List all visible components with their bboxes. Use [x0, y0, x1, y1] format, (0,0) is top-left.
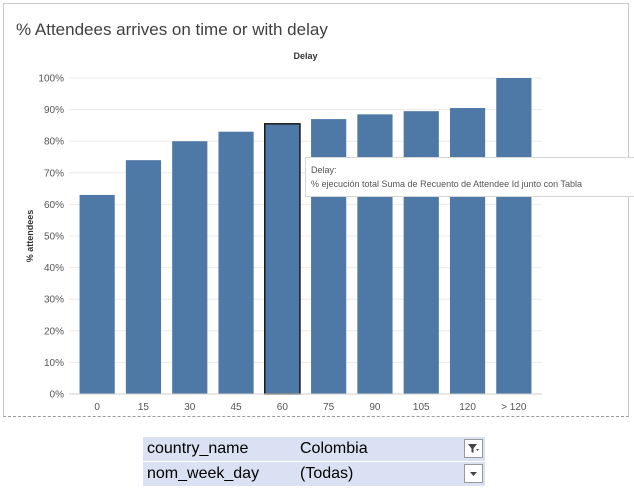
y-tick-label: 30%: [44, 295, 64, 306]
y-tick-label: 40%: [44, 263, 64, 274]
x-tick-label: 0: [94, 402, 100, 413]
bar: [125, 160, 162, 394]
x-tick-label: > 120: [501, 402, 527, 413]
column-header: Delay: [293, 51, 317, 61]
tooltip-text: % ejecución total Suma de Recuento de At…: [311, 179, 583, 189]
dropdown-arrow-icon[interactable]: [464, 464, 483, 483]
tooltip-title: Delay:: [311, 165, 337, 175]
filter-active-icon[interactable]: [464, 439, 483, 458]
filter-name: country_name: [147, 440, 249, 457]
x-tick-label: 105: [413, 402, 430, 413]
x-tick-label: 60: [277, 402, 289, 413]
bar-chart: Delay % attendees 0% 10% 20% 30% 40% 50% 60% 70% 8…: [25, 51, 542, 413]
bar: [403, 111, 439, 395]
x-tick-label: 45: [230, 402, 242, 413]
y-tick-label: 100%: [38, 74, 64, 85]
bar: [449, 108, 486, 395]
y-tick-label: 50%: [44, 232, 64, 243]
bar: [264, 123, 301, 395]
x-tick-label: 15: [138, 402, 150, 413]
x-tick-label: 120: [459, 402, 476, 413]
filter-name: nom_week_day: [147, 465, 260, 482]
y-tick-label: 20%: [44, 326, 64, 337]
filter-table: country_name Colombia nom_week_day (Toda…: [143, 437, 485, 487]
filter-value: Colombia: [300, 440, 368, 457]
chart-title: % Attendees arrives on time or with dela…: [16, 20, 328, 39]
filter-row-weekday: nom_week_day (Todas): [143, 462, 485, 487]
y-tick-label: 0%: [50, 390, 65, 401]
filter-row-country: country_name Colombia: [143, 437, 485, 462]
tooltip: Delay: % ejecución total Suma de Recuent…: [305, 157, 634, 197]
y-tick-label: 60%: [44, 200, 64, 211]
chart-panel: % Attendees arrives on time or with dela…: [3, 3, 629, 417]
bar: [218, 131, 254, 394]
x-tick-label: 90: [369, 402, 381, 413]
y-tick-label: 90%: [44, 105, 64, 116]
x-tick-label: 75: [323, 402, 335, 413]
filter-value: (Todas): [300, 465, 354, 482]
bar: [496, 78, 532, 394]
bar: [172, 141, 208, 394]
y-tick-label: 70%: [44, 168, 64, 179]
y-tick-label: 80%: [44, 137, 64, 148]
bar: [79, 194, 115, 394]
y-axis-label: % attendees: [25, 210, 35, 263]
x-tick-label: 30: [184, 402, 196, 413]
y-tick-label: 10%: [44, 358, 64, 369]
